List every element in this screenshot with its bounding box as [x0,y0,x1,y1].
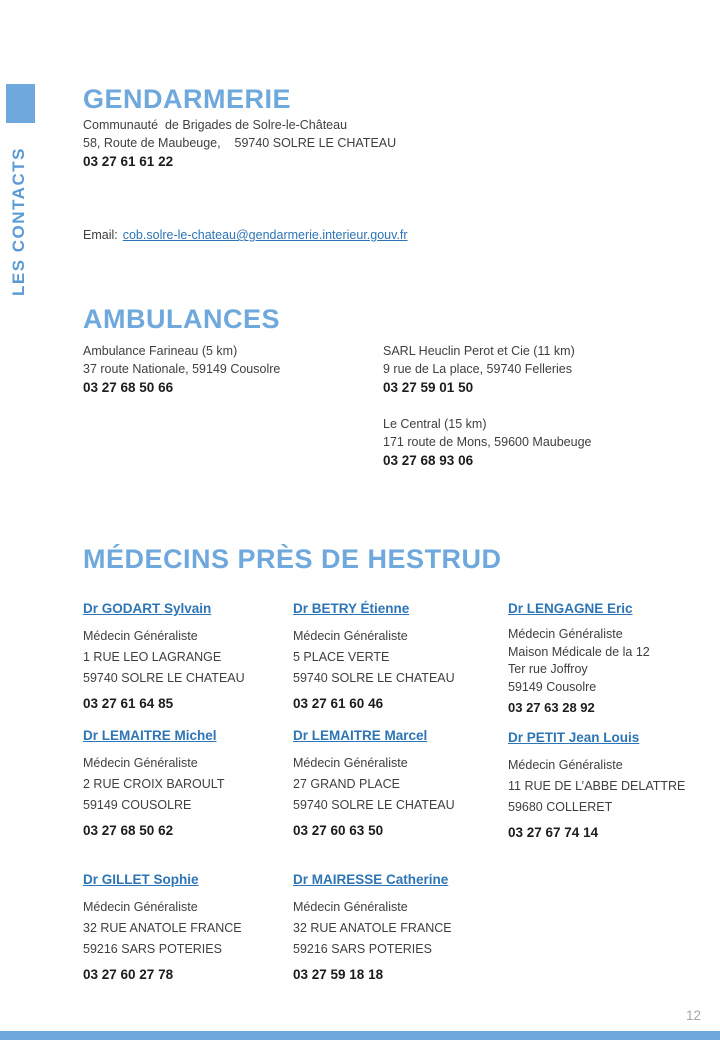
doctor-address-line: 1 RUE LEO LAGRANGE [83,650,222,664]
ambulance-phone: 03 27 59 01 50 [383,380,474,395]
doctor-card: Dr MAIRESSE Catherine Médecin Généralist… [293,871,501,984]
doctor-name-link[interactable]: Dr LEMAITRE Michel [83,728,217,743]
doctor-address-line: Ter rue Joffroy [508,662,588,676]
gendarmerie-email-link[interactable]: cob.solre-le-chateau@gendarmerie.interie… [122,228,408,242]
doctor-specialty: Médecin Généraliste [508,758,623,772]
accent-square [6,84,35,123]
doctor-name-link[interactable]: Dr GODART Sylvain [83,601,212,616]
doctor-address-line: 59216 SARS POTERIES [293,942,432,956]
doctor-name-link[interactable]: Dr BETRY Étienne [293,601,410,616]
ambulance-address: 171 route de Mons, 59600 Maubeuge [383,435,592,449]
doctor-phone: 03 27 67 74 14 [508,825,599,840]
ambulance-entry: Le Central (15 km) 171 route de Mons, 59… [383,415,678,470]
sidebar-vertical-label: LES CONTACTS [9,147,28,296]
doctor-phone: 03 27 61 64 85 [83,696,174,711]
doctor-address-line: 32 RUE ANATOLE FRANCE [83,921,242,935]
doctor-specialty: Médecin Généraliste [508,627,623,641]
doctor-card: Dr LENGAGNE Eric Médecin Généraliste Mai… [508,600,716,717]
doctor-phone: 03 27 61 60 46 [293,696,384,711]
gendarmerie-phone: 03 27 61 61 22 [83,154,174,169]
doctor-phone: 03 27 59 18 18 [293,967,384,982]
doctor-card: Dr LEMAITRE Marcel Médecin Généraliste 2… [293,727,501,840]
doctor-phone: 03 27 63 28 92 [508,700,595,715]
doctor-address-line: 32 RUE ANATOLE FRANCE [293,921,452,935]
doctor-card: Dr PETIT Jean Louis Médecin Généraliste … [508,729,716,842]
doctor-specialty: Médecin Généraliste [83,900,198,914]
doctor-card: Dr BETRY Étienne Médecin Généraliste 5 P… [293,600,501,713]
doctor-address-line: 59740 SOLRE LE CHATEAU [293,798,455,812]
section-title-ambulances: AMBULANCES [83,304,280,334]
doctor-name-link[interactable]: Dr PETIT Jean Louis [508,730,640,745]
doctor-phone: 03 27 60 27 78 [83,967,174,982]
doctor-card: Dr GODART Sylvain Médecin Généraliste 1 … [83,600,291,713]
doctor-specialty: Médecin Généraliste [83,756,198,770]
doctor-address-line: 2 RUE CROIX BAROULT [83,777,225,791]
doctor-card: Dr LEMAITRE Michel Médecin Généraliste 2… [83,727,291,840]
doctor-name-link[interactable]: Dr LENGAGNE Eric [508,601,633,616]
gendarmerie-address-line1: Communauté de Brigades de Solre-le-Châte… [83,118,348,132]
doctor-address-line: 5 PLACE VERTE [293,650,390,664]
doctor-specialty: Médecin Généraliste [83,629,198,643]
doctor-specialty: Médecin Généraliste [293,756,408,770]
doctor-address-line: 27 GRAND PLACE [293,777,400,791]
doctor-phone: 03 27 68 50 62 [83,823,174,838]
gendarmerie-address-line2: 58, Route de Maubeuge, 59740 SOLRE LE CH… [83,136,397,150]
doctor-card: Dr GILLET Sophie Médecin Généraliste 32 … [83,871,291,984]
doctor-name-link[interactable]: Dr LEMAITRE Marcel [293,728,428,743]
doctor-name-link[interactable]: Dr GILLET Sophie [83,872,199,887]
ambulance-address: 37 route Nationale, 59149 Cousolre [83,362,281,376]
ambulance-phone: 03 27 68 50 66 [83,380,174,395]
gendarmerie-block: Communauté de Brigades de Solre-le-Châte… [83,116,396,171]
doctor-address-line: 59216 SARS POTERIES [83,942,222,956]
doctor-phone: 03 27 60 63 50 [293,823,384,838]
ambulance-entry: Ambulance Farineau (5 km) 37 route Natio… [83,342,378,397]
ambulance-name: SARL Heuclin Perot et Cie (11 km) [383,344,575,358]
section-title-medecins: MÉDECINS PRÈS DE HESTRUD [83,544,502,574]
doctor-address-line: 59680 COLLERET [508,800,613,814]
ambulance-phone: 03 27 68 93 06 [383,453,474,468]
email-label: Email: [83,228,118,242]
doctor-specialty: Médecin Généraliste [293,900,408,914]
doctor-address-line: 59740 SOLRE LE CHATEAU [83,671,245,685]
ambulance-entry: SARL Heuclin Perot et Cie (11 km) 9 rue … [383,342,678,397]
doctor-address-line: 11 RUE DE L’ABBE DELATTRE [508,779,686,793]
doctor-specialty: Médecin Généraliste [293,629,408,643]
doctor-address-line: 59149 COUSOLRE [83,798,192,812]
section-title-gendarmerie: GENDARMERIE [83,84,292,114]
doctor-address-line: 59149 Cousolre [508,679,597,694]
ambulance-name: Ambulance Farineau (5 km) [83,344,238,358]
footer-accent-bar [0,1031,720,1040]
doctor-address-line: Maison Médicale de la 12 [508,644,650,659]
gendarmerie-email-line: Email: cob.solre-le-chateau@gendarmerie.i… [83,228,408,242]
ambulance-name: Le Central (15 km) [383,417,487,431]
ambulance-address: 9 rue de La place, 59740 Felleries [383,362,573,376]
doctor-address-line: 59740 SOLRE LE CHATEAU [293,671,455,685]
page-number: 12 [685,1008,701,1023]
doctor-name-link[interactable]: Dr MAIRESSE Catherine [293,872,449,887]
